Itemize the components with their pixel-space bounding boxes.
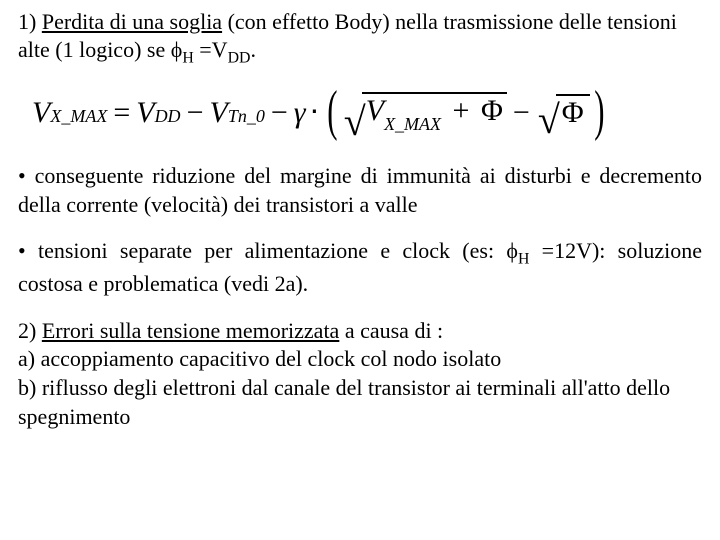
eq-radicand2: Φ [556, 94, 590, 132]
equation: VX_MAX = VDD − VTn_0 − γ ⋅ ( √ VX_MAX + … [32, 88, 702, 138]
eq-radicand1: VX_MAX + Φ [362, 92, 507, 134]
eq-equals: = [107, 96, 136, 130]
p2-underlined: Errori sulla tensione memorizzata [42, 318, 340, 343]
equation-block: VX_MAX = VDD − VTn_0 − γ ⋅ ( √ VX_MAX + … [32, 88, 702, 138]
eq-v1: V [32, 96, 50, 130]
eq-gamma: γ [294, 96, 306, 130]
p1-eq: =V [194, 37, 228, 62]
b2-phi-sub: H [518, 251, 529, 268]
eq-v2-sub: DD [155, 106, 181, 127]
p1-phi: ϕ [171, 37, 183, 62]
bullet-1: • conseguente riduzione del margine di i… [18, 162, 702, 219]
eq-dot: ⋅ [306, 95, 324, 130]
b2-pre: • tensioni separate per alimentazione e … [18, 238, 506, 263]
eq-v3-sub: Tn_0 [228, 106, 265, 127]
eq-r1-phi: Φ [481, 94, 503, 127]
eq-r1-plus: + [449, 94, 474, 127]
bullet-2: • tensioni separate per alimentazione e … [18, 237, 702, 299]
p1-underlined: Perdita di una soglia [42, 9, 222, 34]
paragraph-2-b: b) riflusso degli elettroni dal canale d… [18, 374, 702, 431]
eq-rparen: ) [594, 86, 604, 136]
eq-r1-v: V [366, 94, 384, 127]
eq-v3: V [209, 96, 227, 130]
p2-lead: 2) [18, 318, 42, 343]
eq-minus3: − [507, 96, 536, 130]
p1-vdd-sub: DD [228, 49, 251, 66]
eq-radical1: √ [344, 108, 366, 136]
eq-paren-group: ( √ VX_MAX + Φ − √ Φ ) [323, 88, 608, 138]
eq-minus1: − [181, 96, 210, 130]
p1-phi-sub: H [182, 49, 193, 66]
p1-end: . [250, 37, 256, 62]
eq-lparen: ( [327, 86, 337, 136]
intro-paragraph-1: 1) Perdita di una soglia (con effetto Bo… [18, 8, 702, 68]
b2-phi: ϕ [506, 238, 518, 263]
eq-v1-sub: X_MAX [50, 106, 107, 127]
eq-radical2: √ [538, 106, 560, 134]
eq-sqrt2: √ Φ [538, 94, 590, 132]
p2-rest: a causa di : [339, 318, 443, 343]
eq-r1-sub: X_MAX [384, 114, 441, 134]
eq-minus2: − [265, 96, 294, 130]
paragraph-2-head: 2) Errori sulla tensione memorizzata a c… [18, 317, 702, 346]
p1-lead: 1) [18, 9, 42, 34]
eq-sqrt1: √ VX_MAX + Φ [344, 92, 507, 134]
paragraph-2-a: a) accoppiamento capacitivo del clock co… [18, 345, 702, 374]
eq-v2: V [136, 96, 154, 130]
